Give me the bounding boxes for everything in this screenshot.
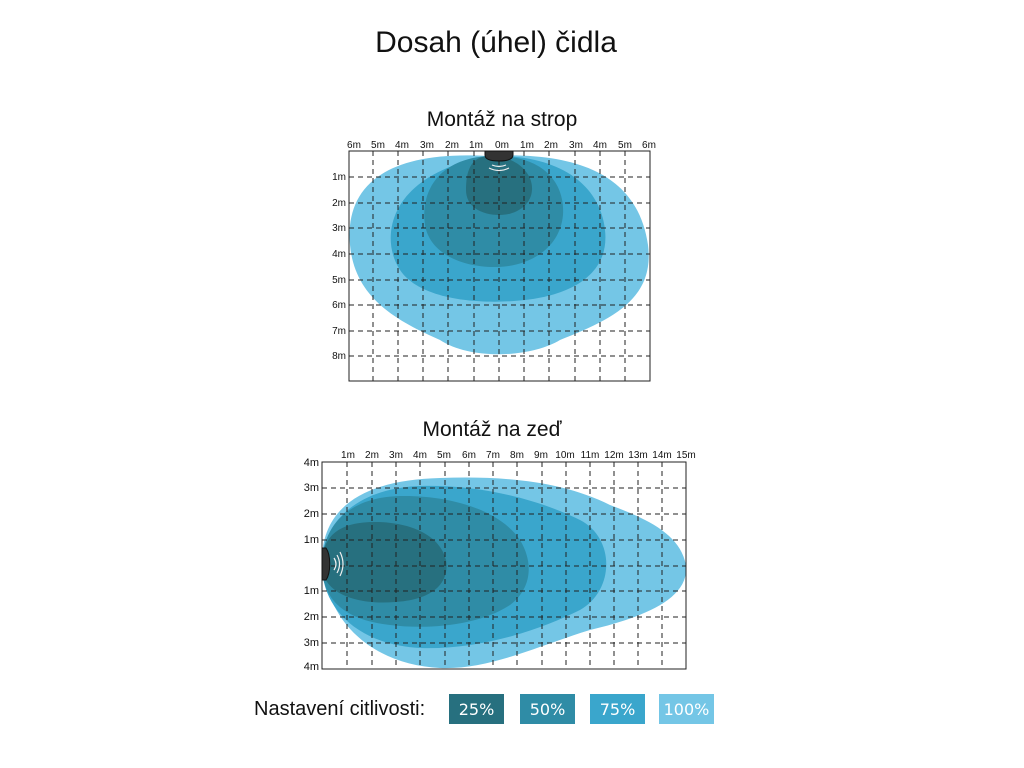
ceiling-y-tick: 1m	[332, 172, 346, 183]
wall-x-tick: 10m	[555, 450, 574, 461]
legend-swatch-100: 100%	[659, 694, 714, 724]
wall-y-tick: 3m	[304, 482, 319, 494]
wall-y-tick: 1m	[304, 534, 319, 546]
ceiling-x-tick: 2m	[544, 140, 558, 151]
ceiling-x-tick: 5m	[618, 140, 632, 151]
ceiling-mount-title: Montáž na strop	[426, 108, 578, 131]
wall-x-tick: 2m	[365, 450, 379, 461]
ceiling-y-tick: 2m	[332, 198, 346, 209]
wall-y-ticks: 4m 3m 2m 1m 1m 2m 3m 4m	[304, 457, 319, 673]
wall-zone-25	[322, 522, 447, 603]
ceiling-y-tick: 4m	[332, 249, 346, 260]
legend-swatch-25: 25%	[449, 694, 504, 724]
wall-y-tick: 4m	[304, 661, 319, 673]
ceiling-x-tick: 3m	[569, 140, 583, 151]
ceiling-sensor-icon	[484, 150, 514, 172]
wall-x-tick: 12m	[604, 450, 623, 461]
ceiling-y-tick: 7m	[332, 326, 346, 337]
wall-x-tick: 8m	[510, 450, 524, 461]
ceiling-zone-25	[466, 156, 533, 215]
wall-y-tick: 1m	[304, 585, 319, 597]
ceiling-x-tick: 4m	[593, 140, 607, 151]
ceiling-x-tick: 2m	[445, 140, 459, 151]
ceiling-x-tick: 4m	[395, 140, 409, 151]
ceiling-x-tick: 1m	[520, 140, 534, 151]
wall-mount-title: Montáž na zeď	[422, 418, 562, 441]
wall-x-tick: 9m	[534, 450, 548, 461]
ceiling-x-tick: 6m	[347, 140, 361, 151]
ceiling-x-tick: 3m	[420, 140, 434, 151]
wall-sensor-icon	[321, 547, 344, 581]
wall-x-tick: 7m	[486, 450, 500, 461]
legend-label: Nastavení citlivosti:	[254, 698, 426, 720]
wall-grid	[322, 462, 686, 669]
wall-x-tick: 13m	[628, 450, 647, 461]
ceiling-grid	[349, 151, 650, 381]
ceiling-y-tick: 5m	[332, 275, 346, 286]
ceiling-diagram: 6m 5m 4m 3m 2m 1m 0m 1m 2m 3m 4m 5m 6m 1…	[332, 140, 656, 382]
wall-x-tick: 15m	[676, 450, 695, 461]
ceiling-x-tick: 1m	[469, 140, 483, 151]
ceiling-x-tick: 6m	[642, 140, 656, 151]
wall-y-tick: 2m	[304, 611, 319, 623]
wall-x-tick: 6m	[462, 450, 476, 461]
wall-x-tick: 5m	[437, 450, 451, 461]
ceiling-y-tick: 3m	[332, 223, 346, 234]
ceiling-x-tick: 0m	[495, 140, 509, 151]
wall-x-tick: 4m	[413, 450, 427, 461]
wall-y-tick: 4m	[304, 457, 319, 469]
wall-x-tick: 3m	[389, 450, 403, 461]
ceiling-y-tick: 8m	[332, 351, 346, 362]
ceiling-y-ticks: 1m 2m 3m 4m 5m 6m 7m 8m	[332, 172, 346, 362]
wall-y-tick: 3m	[304, 637, 319, 649]
legend-swatch-75: 75%	[590, 694, 645, 724]
wall-x-ticks: 1m 2m 3m 4m 5m 6m 7m 8m 9m 10m 11m 12m 1…	[341, 450, 696, 461]
wall-x-tick: 1m	[341, 450, 355, 461]
ceiling-x-tick: 5m	[371, 140, 385, 151]
ceiling-y-tick: 6m	[332, 300, 346, 311]
wall-diagram: 1m 2m 3m 4m 5m 6m 7m 8m 9m 10m 11m 12m 1…	[304, 450, 696, 673]
page-title: Dosah (úhel) čidla	[375, 26, 617, 59]
wall-x-tick: 11m	[581, 450, 600, 461]
wall-x-tick: 14m	[652, 450, 671, 461]
legend-swatch-50: 50%	[520, 694, 575, 724]
wall-zones	[321, 477, 687, 669]
ceiling-x-ticks: 6m 5m 4m 3m 2m 1m 0m 1m 2m 3m 4m 5m 6m	[347, 140, 656, 151]
wall-y-tick: 2m	[304, 508, 319, 520]
